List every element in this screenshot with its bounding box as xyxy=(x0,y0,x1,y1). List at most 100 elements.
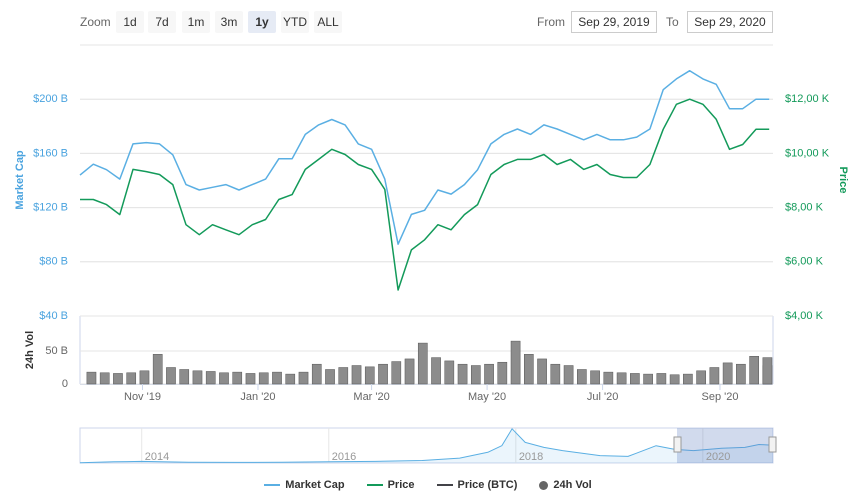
volume-bar xyxy=(113,373,123,385)
volume-bar xyxy=(179,369,190,385)
volume-bar xyxy=(325,369,335,385)
y-tick-label: $80 B xyxy=(39,256,68,268)
volume-bar xyxy=(245,373,256,385)
volume-bar xyxy=(550,363,561,385)
y-tick-label: $120 B xyxy=(33,202,68,214)
to-label: To xyxy=(666,15,679,29)
volume-bar xyxy=(298,371,309,385)
legend-label: 24h Vol xyxy=(553,479,592,491)
from-label: From xyxy=(537,15,565,29)
navigator-tick-label: 2020 xyxy=(706,451,730,463)
legend-swatch xyxy=(436,484,453,486)
navigator-area xyxy=(80,428,773,463)
zoom-label: Zoom xyxy=(80,15,111,29)
volume-bar xyxy=(444,360,455,385)
x-tick-label: Jan '20 xyxy=(240,391,275,403)
x-tick-label: Jul '20 xyxy=(587,391,618,403)
zoom-button[interactable]: 1y xyxy=(248,11,276,33)
volume-bar xyxy=(457,363,468,385)
volume-bar xyxy=(126,372,137,385)
y2-tick-label: $12,00 K xyxy=(785,93,830,105)
volume-bar xyxy=(364,366,375,385)
volume-bar xyxy=(603,371,614,385)
volume-bar xyxy=(656,373,667,385)
volume-bar xyxy=(630,373,640,385)
volume-bar xyxy=(378,363,388,385)
volume-bar xyxy=(417,342,428,385)
volume-bar xyxy=(497,361,508,385)
volume-bar xyxy=(563,365,574,385)
from-input[interactable]: Sep 29, 2019 xyxy=(571,11,657,33)
series-line xyxy=(80,98,770,291)
legend-item[interactable]: Market Cap xyxy=(264,479,345,491)
volume-bar xyxy=(232,371,243,385)
zoom-button[interactable]: YTD xyxy=(281,11,309,33)
volume-bar xyxy=(510,340,521,385)
zoom-button[interactable]: ALL xyxy=(314,11,342,33)
legend-swatch xyxy=(366,484,383,486)
volume-bar xyxy=(590,370,600,385)
volume-bar xyxy=(99,372,110,385)
y2-tick-label: $6,00 K xyxy=(785,256,824,268)
volume-bar xyxy=(762,357,773,385)
legend-label: Price xyxy=(387,479,415,491)
volume-bar xyxy=(272,371,282,385)
volume-bar xyxy=(696,370,706,385)
navigator-handle[interactable] xyxy=(673,436,682,453)
volume-bar xyxy=(736,363,746,385)
volume-bar xyxy=(537,358,547,385)
volume-bar xyxy=(616,372,627,385)
y2-tick-label: $8,00 K xyxy=(785,202,824,214)
x-tick-label: Nov '19 xyxy=(124,391,161,403)
volume-bar xyxy=(285,373,296,385)
volume-bar xyxy=(404,358,415,385)
legend-swatch xyxy=(264,484,281,486)
volume-bar xyxy=(166,367,176,385)
x-tick-label: Sep '20 xyxy=(701,391,738,403)
zoom-button[interactable]: 3m xyxy=(215,11,243,33)
legend-swatch xyxy=(539,480,549,490)
zoom-button[interactable]: 1d xyxy=(116,11,144,33)
volume-bar xyxy=(577,369,587,385)
navigator-tick-label: 2018 xyxy=(519,451,543,463)
y2-tick-label: $10,00 K xyxy=(785,147,830,159)
volume-bar xyxy=(139,370,150,385)
y-tick-label: $160 B xyxy=(33,147,68,159)
volume-bar xyxy=(749,356,759,385)
y-axis-title: Market Cap xyxy=(14,150,26,210)
series-line xyxy=(79,69,770,245)
volume-bar xyxy=(205,371,216,385)
volume-bar xyxy=(709,367,720,385)
legend-label: Market Cap xyxy=(285,479,345,491)
volume-bar xyxy=(484,363,494,385)
chart: Market Cap Price 24h Vol $40 B $80 B $120 … xyxy=(14,44,849,464)
zoom-button[interactable]: 7d xyxy=(148,11,176,33)
to-input[interactable]: Sep 29, 2020 xyxy=(687,11,773,33)
y2-tick-label: $4,00 K xyxy=(785,310,824,322)
volume-bar xyxy=(338,367,349,385)
volume-axis-title: 24h Vol xyxy=(24,331,36,369)
navigator-tick-label: 2016 xyxy=(332,451,356,463)
legend-label: Price (BTC) xyxy=(457,479,518,491)
volume-bar xyxy=(683,373,693,385)
legend-item[interactable]: 24h Vol xyxy=(539,479,592,491)
legend-item[interactable]: Price xyxy=(366,479,415,491)
volume-bar xyxy=(470,365,481,385)
volume-bar xyxy=(258,372,269,385)
volume-bar xyxy=(523,354,534,385)
navigator-line xyxy=(79,428,774,464)
navigator-tick-label: 2014 xyxy=(145,451,169,463)
navigator-selection[interactable] xyxy=(677,428,773,463)
volume-bar xyxy=(351,365,362,385)
volume-bar xyxy=(152,354,163,385)
volume-bar xyxy=(192,370,203,385)
y-tick-label: 50 B xyxy=(45,345,68,357)
volume-bar xyxy=(219,372,229,385)
y2-axis-title: Price xyxy=(837,167,849,194)
navigator-handle[interactable] xyxy=(768,436,777,453)
zoom-button[interactable]: 1m xyxy=(182,11,210,33)
volume-bar xyxy=(431,357,441,385)
volume-bar xyxy=(311,363,322,385)
legend-item[interactable]: Price (BTC) xyxy=(436,479,518,491)
